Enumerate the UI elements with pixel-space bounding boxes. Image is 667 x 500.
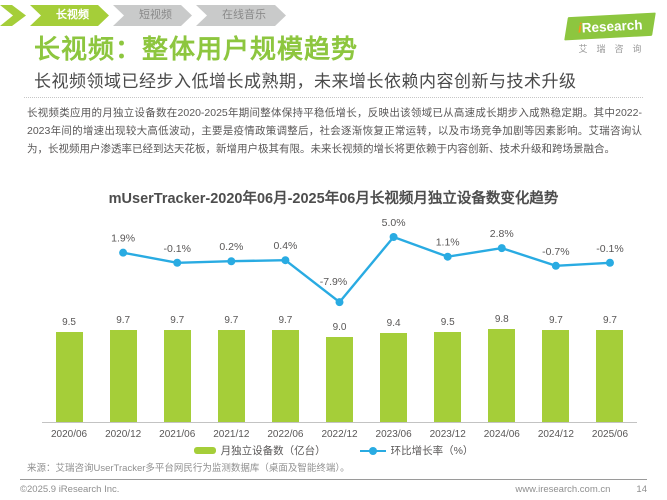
- x-axis-label: 2023/06: [375, 429, 412, 440]
- tab-online-music[interactable]: 在线音乐: [196, 5, 286, 26]
- device-count-bar: [434, 331, 462, 422]
- device-count-bar: [596, 329, 624, 422]
- bar-column: 9.4: [367, 210, 421, 422]
- chart-legend: 月独立设备数（亿台） 环比增长率（%）: [0, 443, 667, 458]
- bar-column: 9.7: [529, 210, 583, 422]
- device-count-bar: [488, 328, 516, 422]
- bar-column: 9.8: [475, 210, 529, 422]
- bar-value-label: 9.7: [548, 314, 563, 326]
- category-tabbar: 长视频 短视频 在线音乐: [0, 5, 286, 26]
- x-axis: 2020/06 2020/12 2021/06 2021/12 2022/06 2022/…: [42, 422, 637, 440]
- legend-item-device-count: 月独立设备数（亿台）: [193, 443, 326, 458]
- legend-label: 月独立设备数（亿台）: [220, 445, 326, 457]
- x-axis-label: 2023/12: [429, 429, 466, 440]
- line-swatch-icon: [359, 446, 386, 455]
- device-count-bar: [163, 329, 191, 422]
- bar-value-label: 9.7: [278, 314, 293, 326]
- bar-value-label: 9.7: [224, 314, 239, 326]
- x-axis-label: 2021/12: [213, 429, 250, 440]
- page-subtitle: 长视频领域已经步入低增长成熟期，未来增长依赖内容创新与技术升级: [34, 72, 577, 91]
- bar-value-label: 9.0: [332, 321, 347, 333]
- iresearch-logo-chinese: 艾瑞咨询: [578, 44, 651, 54]
- device-count-bar: [109, 329, 137, 422]
- chart-plot-area: 9.5 9.7 9.7 9.7 9.7 9.0 9.4 9.5 9.8 9.7 9.7 1.9% -0…: [42, 210, 637, 422]
- bar-value-label: 9.4: [386, 317, 401, 329]
- device-count-bar: [217, 329, 245, 422]
- x-axis-label: 2021/06: [159, 429, 196, 440]
- bar-column: 9.7: [258, 210, 312, 422]
- iresearch-logo: iResearch 艾瑞咨询: [564, 12, 656, 55]
- tab-long-video[interactable]: 长视频: [30, 5, 109, 26]
- body-paragraph: 长视频类应用的月独立设备数在2020-2025年期间整体保持平稳低增长，反映出该…: [27, 107, 642, 156]
- bar-column: 9.7: [204, 210, 258, 422]
- bar-swatch-icon: [193, 447, 216, 454]
- device-count-bar: [380, 332, 408, 422]
- bar-column: 9.5: [42, 210, 96, 422]
- device-count-bar: [271, 329, 299, 422]
- footer-page-number: 14: [636, 484, 647, 495]
- x-axis-label: 2022/12: [321, 429, 358, 440]
- x-axis-label: 2024/06: [483, 429, 520, 440]
- iresearch-logo-text: iResearch: [577, 17, 643, 36]
- page-title: 长视频：整体用户规模趋势: [34, 34, 359, 64]
- legend-item-growth-rate: 环比增长率（%）: [359, 443, 474, 458]
- x-axis-label: 2020/06: [50, 429, 88, 440]
- footer-divider: [20, 479, 647, 480]
- bar-column: 9.7: [583, 210, 637, 422]
- dotted-divider: [24, 97, 643, 98]
- bar-value-label: 9.7: [116, 314, 131, 326]
- iresearch-logo-banner: iResearch: [564, 12, 656, 41]
- footer: ©2025.9 iResearch Inc. www.iresearch.com…: [20, 484, 647, 495]
- bar-column: 9.7: [96, 210, 150, 422]
- x-axis-label: 2025/06: [591, 429, 629, 440]
- device-count-bar: [55, 331, 83, 422]
- source-note: 来源：艾瑞咨询UserTracker多平台网民行为监测数据库（桌面及智能终端）。: [27, 463, 350, 474]
- device-count-bar: [542, 329, 570, 422]
- bar-value-label: 9.8: [494, 313, 509, 325]
- x-axis-label: 2022/06: [267, 429, 304, 440]
- device-count-bar: [326, 336, 354, 422]
- bar-value-label: 9.7: [603, 314, 617, 326]
- bar-column: 9.5: [421, 210, 475, 422]
- bar-column: 9.0: [312, 210, 366, 422]
- chevron-arrow-icon: [0, 5, 26, 26]
- bar-column: 9.7: [150, 210, 204, 422]
- tab-short-video[interactable]: 短视频: [113, 5, 192, 26]
- bar-value-label: 9.7: [170, 314, 185, 326]
- footer-website[interactable]: www.iresearch.com.cn: [515, 484, 611, 495]
- bar-columns: 9.5 9.7 9.7 9.7 9.7 9.0 9.4 9.5 9.8 9.7 9.7: [42, 210, 637, 422]
- x-axis-label: 2024/12: [537, 429, 574, 440]
- legend-label: 环比增长率（%）: [390, 445, 474, 457]
- chart-title: mUserTracker-2020年06月-2025年06月长视频月独立设备数变…: [108, 191, 559, 207]
- footer-copyright: ©2025.9 iResearch Inc.: [20, 484, 120, 495]
- bar-value-label: 9.5: [62, 316, 76, 328]
- x-axis-label: 2020/12: [105, 429, 142, 440]
- bar-value-label: 9.5: [440, 316, 455, 328]
